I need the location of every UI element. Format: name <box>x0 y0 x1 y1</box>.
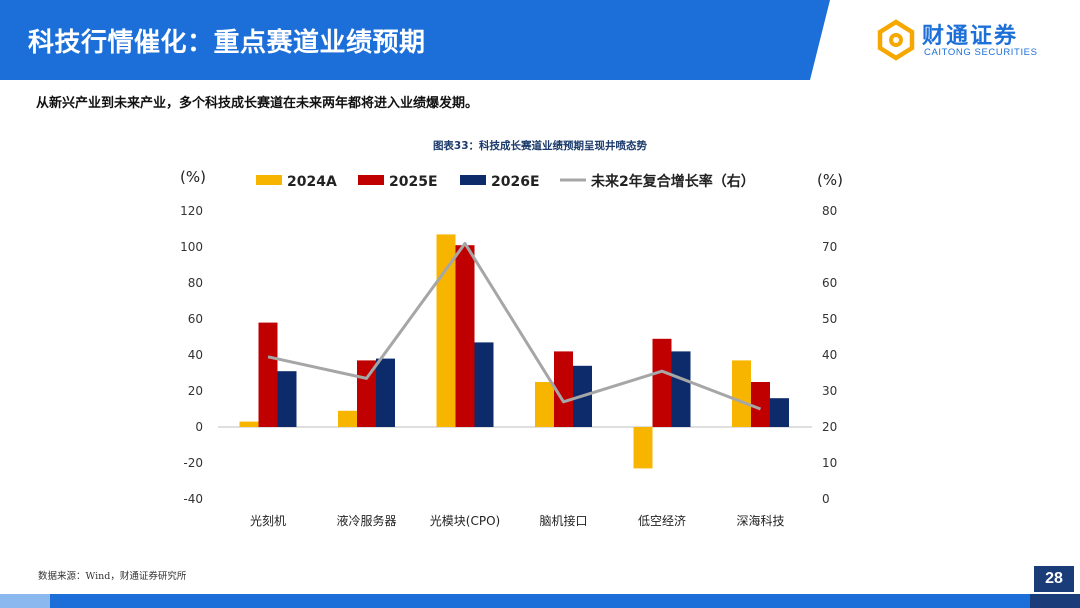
y-right-tick-label: 70 <box>822 240 837 254</box>
y-left-tick-label: 60 <box>188 312 203 326</box>
footer-accent-right <box>1030 594 1080 608</box>
x-category-label: 低空经济 <box>638 513 686 528</box>
page-title: 科技行情催化：重点赛道业绩预期 <box>28 28 426 58</box>
y-right-tick-label: 80 <box>822 204 837 218</box>
bar-2025e-4 <box>652 338 672 427</box>
legend-label-2024a: 2024A <box>287 174 337 190</box>
y-right-tick-label: 0 <box>822 492 830 506</box>
legend-swatch-2026e <box>460 175 486 185</box>
y-left-tick-label: -20 <box>183 456 203 470</box>
caitong-logo-icon <box>877 19 915 61</box>
y-left-tick-label: 100 <box>180 240 203 254</box>
logo-panel <box>810 0 1080 80</box>
y-left-tick-label: 120 <box>180 204 203 218</box>
bar-2024a-3 <box>535 382 554 427</box>
bar-2026e-0 <box>277 371 297 427</box>
legend-label-2025e: 2025E <box>389 174 438 190</box>
logo-en-text: CAITONG SECURITIES <box>924 47 1038 58</box>
bar-2025e-3 <box>554 351 573 427</box>
legend-label-2026e: 2026E <box>491 174 540 190</box>
legend-swatch-2024a <box>256 175 282 185</box>
y-left-tick-label: 20 <box>188 384 203 398</box>
x-category-label: 液冷服务器 <box>336 513 396 528</box>
footer-bar <box>0 594 1080 608</box>
y-right-axis-label: (%) <box>817 171 843 189</box>
legend-label-cagr: 未来2年复合增长率（右） <box>591 173 755 190</box>
y-right-tick-label: 60 <box>822 276 837 290</box>
bar-2024a-2 <box>436 234 456 427</box>
page-number: 28 <box>1034 566 1074 592</box>
bar-2024a-1 <box>338 410 357 427</box>
bar-2026e-2 <box>474 342 494 427</box>
bar-2024a-5 <box>732 360 751 427</box>
y-left-tick-label: -40 <box>183 492 203 506</box>
x-category-label: 光刻机 <box>250 514 286 528</box>
source-note: 数据来源：Wind，财通证券研究所 <box>38 571 187 582</box>
y-right-tick-label: 30 <box>822 384 837 398</box>
bar-2026e-5 <box>770 398 789 427</box>
bar-2024a-4 <box>633 427 653 469</box>
page-subtitle: 从新兴产业到未来产业，多个科技成长赛道在未来两年都将进入业绩爆发期。 <box>36 96 479 111</box>
y-right-tick-label: 20 <box>822 420 837 434</box>
bar-2025e-2 <box>455 245 475 427</box>
footer-accent-left <box>0 594 50 608</box>
legend-swatch-2025e <box>358 175 384 185</box>
y-right-tick-label: 10 <box>822 456 837 470</box>
x-category-label: 光模块(CPO) <box>430 514 500 528</box>
bar-2026e-4 <box>671 351 691 427</box>
y-left-tick-label: 0 <box>195 420 203 434</box>
x-category-label: 脑机接口 <box>539 513 587 528</box>
bar-2026e-1 <box>376 358 395 427</box>
y-left-tick-label: 40 <box>188 348 203 362</box>
bar-2024a-0 <box>239 421 259 427</box>
y-left-tick-label: 80 <box>188 276 203 290</box>
bar-2025e-0 <box>258 322 278 427</box>
logo-cn-text: 财通证券 <box>922 24 1019 49</box>
cagr-line <box>267 241 762 411</box>
y-right-tick-label: 40 <box>822 348 837 362</box>
y-right-tick-label: 50 <box>822 312 837 326</box>
x-category-label: 深海科技 <box>736 513 784 528</box>
figure-title: 图表33：科技成长赛道业绩预期呈现井喷态势 <box>432 140 648 152</box>
bar-2025e-5 <box>751 382 770 427</box>
y-left-axis-label: (%) <box>180 168 206 186</box>
